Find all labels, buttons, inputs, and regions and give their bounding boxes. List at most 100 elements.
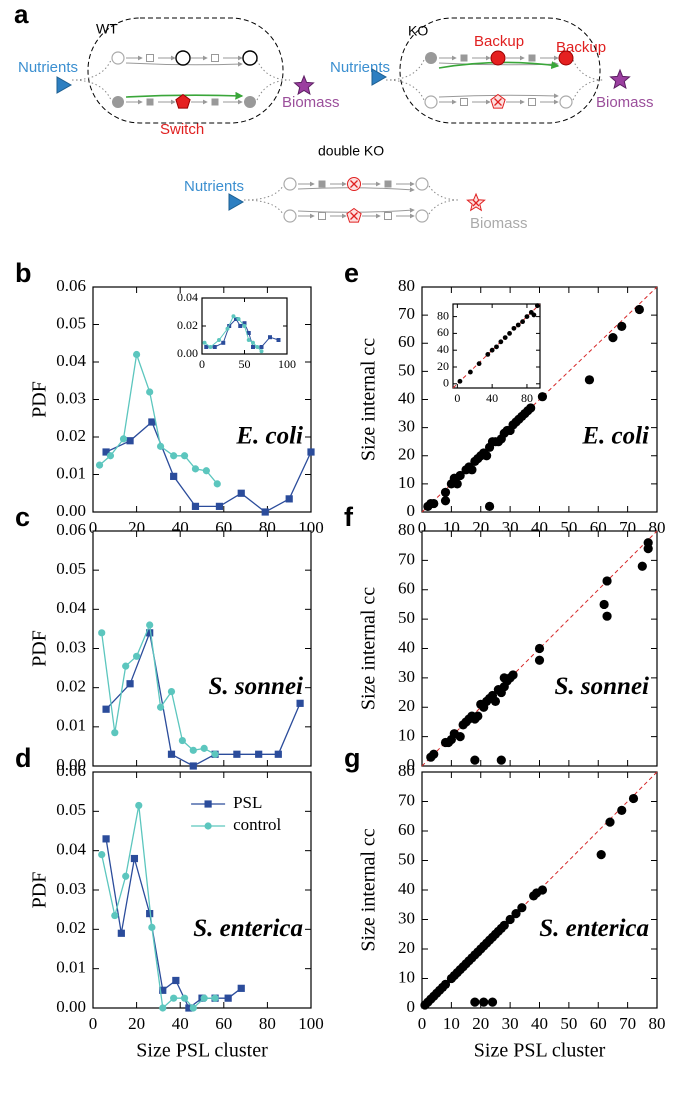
data-point	[482, 451, 492, 461]
y-axis-label: PDF	[29, 872, 51, 909]
data-point	[217, 338, 221, 342]
data-point	[126, 680, 134, 688]
data-point	[617, 805, 627, 815]
y-axis-label: PDF	[29, 630, 51, 667]
y-tick-label: 80	[398, 520, 415, 539]
data-point	[498, 339, 504, 345]
series-line	[105, 630, 301, 767]
biomass-label: Biomass	[282, 94, 340, 111]
metabolite	[242, 50, 258, 66]
y-tick-label: 50	[398, 608, 415, 627]
data-point	[455, 732, 465, 742]
data-point	[251, 345, 255, 349]
data-point	[537, 392, 548, 402]
data-point	[191, 465, 200, 473]
data-point	[496, 755, 506, 765]
data-point	[238, 324, 243, 328]
y-tick-label: 50	[398, 360, 415, 379]
reaction	[384, 180, 392, 188]
y-tick-label: 0.02	[56, 677, 86, 696]
data-point	[485, 352, 491, 357]
data-point	[156, 442, 165, 450]
knockout-cross	[494, 98, 502, 106]
data-point	[505, 914, 515, 925]
data-point	[637, 561, 647, 571]
metabolite	[415, 209, 429, 223]
annotation: E. coli	[581, 422, 649, 449]
y-tick-label: 40	[398, 879, 415, 898]
data-point	[602, 611, 612, 621]
data-point	[534, 303, 540, 309]
data-point	[440, 487, 451, 497]
data-point	[135, 801, 143, 810]
y-tick-label: 0.05	[56, 800, 86, 819]
y-axis-label: Size internal cc	[358, 338, 380, 461]
data-point	[457, 378, 463, 384]
data-point	[111, 729, 119, 737]
data-point	[102, 835, 110, 843]
panel-label: b	[15, 258, 32, 288]
nutrients-label: Nutrients	[18, 59, 78, 76]
metabolite	[415, 177, 429, 191]
data-point	[117, 929, 125, 937]
data-point	[489, 347, 495, 353]
data-point	[170, 994, 178, 1002]
data-point	[159, 986, 167, 994]
data-point	[231, 314, 236, 319]
data-point	[255, 345, 260, 349]
reaction	[460, 98, 468, 106]
data-point	[274, 750, 282, 758]
annotation: S. sonnei	[555, 673, 650, 700]
data-point	[200, 994, 208, 1002]
data-point	[202, 340, 207, 345]
y-tick-label: 70	[398, 549, 415, 568]
knockout-cross	[350, 212, 358, 220]
data-point	[170, 472, 178, 480]
y-axis-label: Size internal cc	[358, 828, 380, 951]
data-point	[259, 349, 264, 354]
data-point	[212, 345, 217, 349]
data-point	[531, 312, 537, 318]
data-point	[213, 480, 221, 488]
panel-label: a	[14, 0, 29, 29]
panel-label: g	[344, 743, 361, 773]
data-point	[119, 435, 128, 443]
annotation: E. coli	[235, 422, 303, 449]
y-tick-label: 0.03	[56, 637, 86, 656]
metabolite	[175, 50, 191, 66]
data-point	[178, 736, 186, 745]
reaction	[211, 98, 219, 106]
data-point	[204, 345, 209, 349]
data-point	[455, 470, 465, 481]
data-point	[596, 850, 606, 860]
x-tick-label: 0	[89, 518, 98, 537]
data-point	[211, 750, 219, 758]
y-tick-label: 80	[437, 308, 449, 322]
data-point	[133, 652, 141, 660]
nutrient-source	[371, 68, 388, 86]
data-point	[185, 1004, 193, 1012]
x-tick-label: 50	[239, 357, 251, 371]
data-point	[234, 317, 238, 321]
data-point	[490, 696, 501, 706]
y-tick-label: 0	[407, 755, 416, 774]
metabolite	[425, 52, 437, 64]
legend-label: PSL	[233, 793, 262, 812]
data-point	[259, 345, 264, 349]
reaction	[211, 54, 219, 62]
x-tick-label: 0	[199, 357, 205, 371]
reaction	[318, 180, 326, 188]
x-tick-label: 10	[443, 1014, 460, 1033]
data-point	[534, 643, 545, 654]
data-point	[237, 984, 245, 992]
data-point	[307, 448, 315, 456]
x-tick-label: 80	[521, 391, 533, 405]
data-point	[156, 703, 165, 711]
x-tick-label: 60	[590, 1014, 607, 1033]
x-tick-label: 80	[649, 1014, 666, 1033]
dotted-link	[71, 59, 291, 101]
data-point	[170, 452, 178, 460]
y-axis-label: Size internal cc	[358, 587, 380, 710]
data-point	[159, 1004, 167, 1012]
data-point	[276, 338, 281, 342]
